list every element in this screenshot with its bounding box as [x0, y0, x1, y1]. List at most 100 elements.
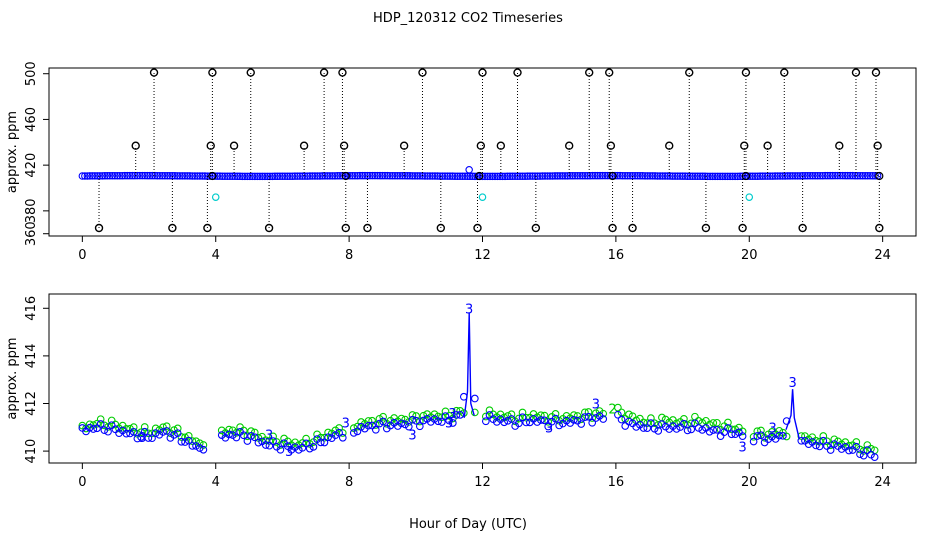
- baseline-point: [143, 171, 152, 180]
- baseline-point: [661, 172, 669, 180]
- green-point: [335, 424, 343, 432]
- digit-label: 3: [768, 421, 776, 436]
- blue-point: [173, 429, 182, 438]
- green-point: [852, 438, 861, 446]
- baseline-point: [851, 171, 859, 180]
- baseline-point: [428, 172, 437, 180]
- baseline-point: [248, 172, 257, 181]
- baseline-point: [133, 171, 142, 180]
- blue-point: [353, 427, 362, 436]
- baseline-point: [163, 171, 172, 180]
- mid-spike-point: [665, 141, 674, 150]
- blue-point: [364, 421, 373, 430]
- low-spike-point: [264, 223, 274, 233]
- baseline-marker: [608, 171, 617, 181]
- digit-label: 3: [788, 376, 796, 391]
- green-point: [507, 410, 516, 419]
- baseline-marker: [341, 171, 350, 181]
- mid-spike-point: [873, 141, 882, 150]
- y-tick-label: 380: [24, 198, 39, 223]
- baseline-point: [626, 171, 634, 180]
- blue-point: [192, 442, 200, 450]
- baseline-point: [443, 172, 452, 180]
- baseline-point: [426, 172, 434, 180]
- y-tick-label: 460: [24, 107, 39, 132]
- blue-point: [625, 417, 633, 426]
- baseline-point: [166, 172, 174, 180]
- blue-point: [437, 418, 446, 426]
- mid-spike-point: [476, 141, 486, 150]
- x-tick-label: 16: [608, 248, 625, 263]
- baseline-point: [136, 171, 144, 180]
- baseline-point: [313, 172, 322, 180]
- high-spike-point: [741, 68, 751, 77]
- baseline-point: [103, 172, 112, 180]
- baseline-point: [816, 171, 824, 180]
- baseline-point: [793, 172, 802, 180]
- baseline-point: [601, 171, 609, 180]
- blue-point: [137, 433, 145, 441]
- baseline-point: [238, 172, 247, 181]
- y-axis-title: approx. ppm: [5, 111, 20, 193]
- baseline-point: [716, 172, 724, 181]
- blue-point: [302, 439, 310, 448]
- baseline-point: [683, 172, 692, 180]
- baseline-point: [486, 172, 494, 181]
- baseline-point: [423, 172, 432, 180]
- baseline-point: [668, 172, 677, 180]
- blue-point: [870, 453, 879, 461]
- blue-point: [434, 417, 442, 426]
- blue-point: [294, 445, 303, 454]
- green-point: [148, 429, 156, 438]
- baseline-point: [483, 172, 492, 181]
- green-point: [782, 432, 791, 441]
- blue-point: [159, 428, 167, 436]
- low-spike-point: [363, 223, 372, 233]
- blue-point: [452, 411, 461, 419]
- baseline-point: [221, 172, 229, 180]
- y-tick-label: 500: [24, 61, 39, 86]
- baseline-point: [196, 172, 204, 180]
- blue-point: [412, 416, 420, 425]
- digit-label: 3: [138, 431, 146, 446]
- green-point: [184, 431, 193, 440]
- blue-point: [481, 417, 490, 426]
- blue-point: [544, 422, 553, 431]
- blue-point: [643, 424, 652, 433]
- blue-point: [324, 433, 332, 442]
- mid-spike-point: [835, 141, 844, 150]
- baseline-point: [591, 171, 599, 180]
- blue-point: [503, 416, 512, 425]
- baseline-point: [436, 172, 444, 180]
- blue-point: [614, 410, 622, 419]
- baseline-point: [546, 172, 554, 180]
- baseline-point: [401, 172, 409, 180]
- baseline-point: [81, 172, 89, 180]
- digit-label: 3: [445, 417, 453, 432]
- baseline-point: [256, 172, 264, 181]
- baseline-point: [768, 172, 777, 180]
- green-point: [537, 411, 545, 420]
- blue-point: [757, 431, 765, 440]
- high-spike-point: [338, 68, 347, 77]
- blue-point: [705, 427, 714, 436]
- baseline-point: [328, 172, 337, 180]
- y-tick-label: 414: [24, 343, 39, 368]
- green-point: [470, 408, 479, 417]
- blue-point: [184, 436, 193, 445]
- baseline-point: [673, 172, 682, 180]
- high-spike-point: [478, 68, 487, 77]
- baseline-marker: [208, 171, 217, 181]
- green-point: [144, 429, 153, 438]
- baseline-point: [91, 172, 99, 180]
- baseline-point: [866, 172, 874, 180]
- digit-label: 3: [342, 417, 350, 432]
- high-spike-point: [605, 68, 614, 77]
- baseline-point: [391, 171, 399, 180]
- baseline-point: [826, 171, 834, 180]
- baseline-point: [731, 172, 739, 181]
- baseline-point: [113, 171, 122, 180]
- blue-point: [581, 413, 589, 421]
- baseline-point: [286, 172, 294, 180]
